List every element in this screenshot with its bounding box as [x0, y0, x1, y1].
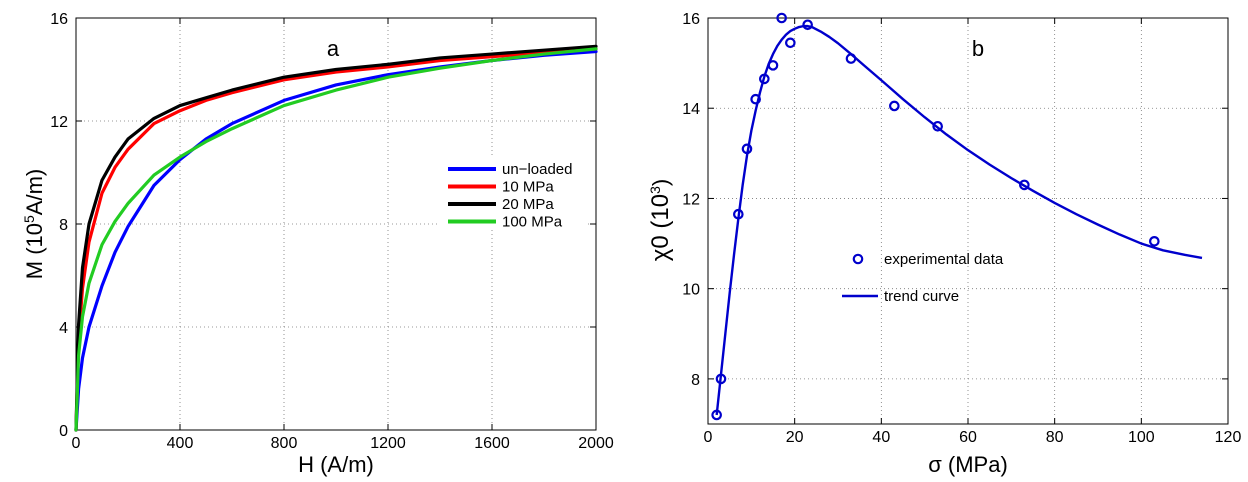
chart-b-data-point	[733, 208, 744, 220]
chart-a-y-label-main: M (10	[22, 223, 47, 279]
chart-b-x-tick-label: 100	[1128, 429, 1155, 446]
chart-b-legend-marker	[852, 253, 864, 265]
chart-b-legend-label-experimental-data: experimental data	[884, 251, 1004, 268]
chart-b-x-tick-label: 40	[872, 429, 890, 446]
chart-b-frame	[707, 17, 1229, 425]
chart-a-x-tick-label: 2000	[578, 435, 614, 452]
chart-b-legend: experimental data trend curve	[842, 251, 1004, 305]
chart-a-legend-label-20-mpa: 20 MPa	[502, 196, 554, 213]
chart-b-legend-label-trend-curve: trend curve	[884, 288, 959, 305]
chart-b-data-point	[1019, 179, 1030, 191]
chart-b-series	[711, 12, 1203, 421]
chart-b-grid	[708, 18, 1228, 424]
chart-b-ticks: 0 20 40 60 80 100 120 8 10 12 14 16	[682, 11, 1241, 446]
chart-a-legend-label-10-mpa: 10 MPa	[502, 179, 554, 196]
chart-a-ticks: 0 400 800 1200 1600 2000 0 4 8 12 16	[50, 11, 614, 452]
chart-b-x-axis-label: σ (MPa)	[928, 452, 1008, 477]
chart-b-x-tick-label: 80	[1046, 429, 1064, 446]
chart-a-series	[74, 44, 598, 432]
chart-b-y-label-main: χ0 (10	[647, 194, 674, 261]
chart-b-data-point	[759, 73, 770, 85]
chart-b-y-tick-label: 10	[682, 282, 700, 299]
chart-a-y-label-sup: 5	[21, 215, 37, 223]
chart-b-x-tick-label: 20	[786, 429, 804, 446]
chart-a-y-axis-label: M (105A/m)	[21, 169, 47, 280]
chart-b-y-tick-label: 8	[691, 372, 700, 389]
chart-b: 0 20 40 60 80 100 120 8 10 12 14 16 b experimental …	[647, 11, 1241, 477]
chart-b-y-tick-label: 12	[682, 191, 700, 208]
chart-b-data-point	[845, 53, 857, 64]
chart-b-y-axis-label: χ0 (103)	[647, 179, 674, 261]
chart-b-x-tick-label: 120	[1215, 429, 1242, 446]
chart-b-data-point	[1149, 236, 1160, 247]
chart-b-data-point	[785, 37, 796, 49]
chart-b-data-point	[715, 373, 727, 385]
chart-b-data-point	[802, 19, 813, 31]
chart-b-data-point	[932, 120, 943, 132]
chart-b-y-label-sup: 3	[647, 186, 663, 194]
chart-a-panel-label: a	[327, 36, 340, 61]
chart-b-x-tick-label: 60	[959, 429, 977, 446]
chart-b-y-label-rest: )	[648, 179, 673, 186]
chart-a-y-label-rest: A/m)	[22, 169, 47, 215]
chart-a-y-tick-label: 12	[50, 114, 68, 131]
chart-a-line-20-mpa	[74, 44, 598, 432]
chart-a-x-tick-label: 800	[271, 435, 298, 452]
chart-a-y-tick-label: 0	[59, 423, 68, 440]
chart-b-data-point	[767, 60, 779, 71]
chart-a-legend-label-100-mpa: 100 MPa	[502, 214, 563, 231]
chart-a-y-tick-label: 16	[50, 11, 68, 28]
chart-a-line-100-mpa	[74, 47, 598, 432]
chart-a-legend-label-un-loaded: un−loaded	[502, 161, 573, 178]
chart-a-x-axis-label: H (A/m)	[298, 452, 374, 477]
chart-a-grid	[76, 18, 596, 430]
chart-a-x-tick-label: 1200	[370, 435, 406, 452]
chart-b-data-point	[776, 12, 787, 24]
chart-a-x-tick-label: 0	[72, 435, 81, 452]
chart-b-data-point	[750, 93, 761, 105]
chart-b-data-point	[889, 100, 900, 112]
chart-a-y-tick-label: 8	[59, 217, 68, 234]
chart-b-data-point	[741, 143, 753, 155]
chart-a-x-tick-label: 400	[167, 435, 194, 452]
chart-a-y-tick-label: 4	[59, 320, 68, 337]
chart-b-y-tick-label: 16	[682, 11, 700, 28]
chart-a-x-tick-label: 1600	[474, 435, 510, 452]
chart-b-data-point	[711, 409, 722, 421]
chart-b-panel-label: b	[972, 36, 984, 61]
chart-b-x-tick-label: 0	[704, 429, 713, 446]
chart-a-line-10-mpa	[74, 47, 598, 432]
chart-b-y-tick-label: 14	[682, 101, 700, 118]
